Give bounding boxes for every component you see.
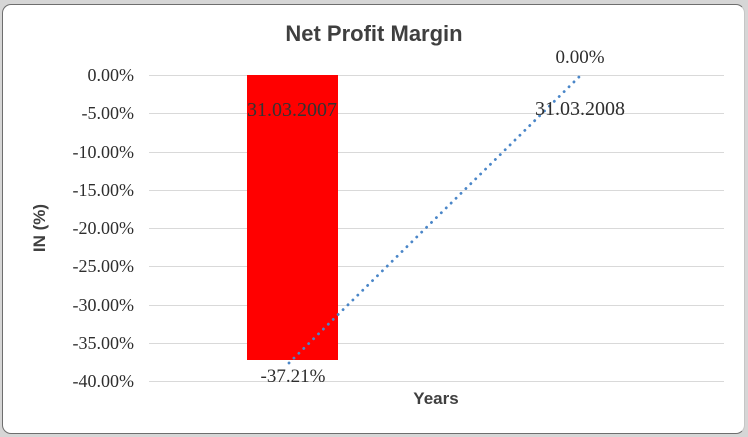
y-tick-label: 0.00%	[87, 65, 135, 85]
value-label-2007: -37.21%	[260, 366, 326, 387]
value-label-2008: 0.00%	[555, 47, 605, 68]
gridline-25	[149, 266, 724, 267]
gridline-35	[149, 343, 724, 344]
y-tick-label: -35.00%	[72, 333, 135, 353]
gridline-10	[149, 152, 724, 153]
gridline-30	[149, 305, 724, 306]
y-tick-label: -5.00%	[81, 103, 135, 123]
y-tick-label: -10.00%	[72, 142, 135, 162]
y-tick-label: -40.00%	[72, 371, 135, 391]
category-label-2008: 31.03.2008	[535, 98, 625, 120]
gridline-15	[149, 190, 724, 191]
gridline-0	[149, 75, 724, 76]
gridline-40	[149, 381, 724, 382]
chart-title: Net Profit Margin	[285, 21, 463, 46]
gridline-20	[149, 228, 724, 229]
y-tick-label: -30.00%	[72, 295, 135, 315]
y-axis-title: IN (%)	[30, 203, 49, 253]
y-tick-label: -20.00%	[72, 218, 135, 238]
x-axis-title: Years	[413, 389, 459, 408]
y-tick-label: -15.00%	[72, 180, 135, 200]
category-label-2007: 31.03.2007	[247, 99, 337, 121]
y-tick-label: -25.00%	[72, 256, 135, 276]
